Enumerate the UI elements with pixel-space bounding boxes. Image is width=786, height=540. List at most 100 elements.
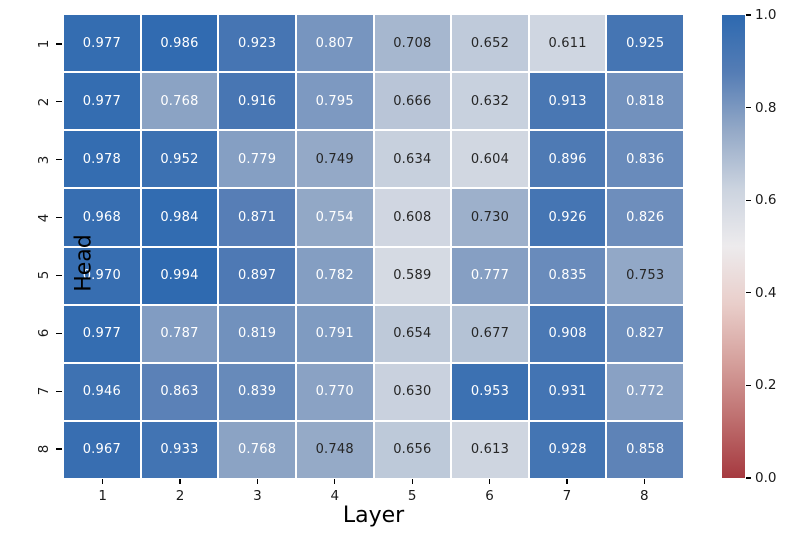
x-tick-mark bbox=[566, 479, 568, 484]
heatmap-cell-r2-c2: 0.768 bbox=[141, 73, 218, 130]
cell-value: 0.986 bbox=[160, 35, 199, 51]
cell-value: 0.897 bbox=[237, 268, 277, 284]
y-tick-mark bbox=[56, 448, 62, 450]
y-tick-label: 8 bbox=[36, 444, 52, 454]
cell-value: 0.749 bbox=[315, 151, 354, 167]
heatmap-cell-r1-c5: 0.708 bbox=[374, 15, 451, 72]
cell-value: 0.896 bbox=[548, 151, 587, 167]
heatmap-cell-r7-c2: 0.863 bbox=[141, 363, 218, 420]
heatmap-cell-r2-c5: 0.666 bbox=[374, 73, 451, 130]
x-tick-label: 1 bbox=[98, 488, 107, 504]
cell-value: 0.818 bbox=[626, 93, 665, 109]
cell-value: 0.754 bbox=[315, 209, 354, 225]
heatmap-cell-r5-c3: 0.897 bbox=[219, 247, 295, 304]
cell-value: 0.753 bbox=[626, 268, 665, 284]
heatmap-cell-r6-c1: 0.977 bbox=[64, 305, 140, 362]
heatmap-cell-r2-c7: 0.913 bbox=[529, 73, 606, 130]
x-tick-label: 6 bbox=[485, 488, 494, 504]
y-tick-mark bbox=[56, 159, 62, 161]
colorbar-tick-mark bbox=[746, 107, 751, 109]
y-tick-mark bbox=[56, 101, 62, 103]
cell-value: 0.654 bbox=[393, 326, 432, 342]
heatmap-cell-r8-c4: 0.748 bbox=[296, 421, 373, 478]
heatmap-cell-r4-c6: 0.730 bbox=[452, 189, 528, 246]
heatmap-cell-r6-c2: 0.787 bbox=[141, 305, 218, 362]
heatmap-cell-r5-c7: 0.835 bbox=[529, 247, 606, 304]
cell-value: 0.826 bbox=[626, 209, 665, 225]
colorbar-tick-mark bbox=[746, 292, 751, 294]
heatmap-cell-r2-c6: 0.632 bbox=[452, 73, 528, 130]
cell-value: 0.748 bbox=[315, 442, 354, 458]
cell-value: 0.782 bbox=[315, 268, 354, 284]
y-tick-label: 2 bbox=[36, 97, 52, 107]
cell-value: 0.953 bbox=[470, 384, 510, 400]
cell-value: 0.652 bbox=[470, 35, 510, 51]
heatmap-cell-r5-c1: 0.970 bbox=[64, 247, 140, 304]
x-tick-label: 2 bbox=[175, 488, 185, 504]
cell-value: 0.634 bbox=[393, 151, 432, 167]
cell-value: 0.777 bbox=[470, 268, 510, 284]
x-axis-label: Layer bbox=[342, 503, 405, 528]
heatmap-cell-r5-c8: 0.753 bbox=[607, 247, 683, 304]
heatmap-cell-r2-c3: 0.916 bbox=[219, 73, 295, 130]
cell-value: 0.772 bbox=[626, 384, 665, 400]
colorbar-tick-label: 1.0 bbox=[755, 7, 777, 23]
heatmap-cell-r1-c3: 0.923 bbox=[219, 15, 295, 72]
heatmap-cell-r3-c2: 0.952 bbox=[141, 131, 218, 188]
x-tick-mark bbox=[256, 479, 259, 484]
x-tick-mark bbox=[179, 479, 181, 484]
cell-value: 0.770 bbox=[315, 384, 354, 400]
heatmap-cell-r2-c1: 0.977 bbox=[64, 73, 140, 130]
heatmap-cell-r1-c4: 0.807 bbox=[296, 15, 373, 72]
cell-value: 0.632 bbox=[470, 93, 510, 109]
heatmap-cell-r8-c6: 0.613 bbox=[452, 421, 528, 478]
colorbar-gradient bbox=[722, 15, 745, 478]
heatmap-cell-r1-c2: 0.986 bbox=[141, 15, 218, 72]
colorbar-tick-mark bbox=[746, 477, 751, 479]
y-tick-mark bbox=[56, 332, 62, 334]
heatmap-cell-r6-c3: 0.819 bbox=[219, 305, 295, 362]
colorbar: 1.0 0.8 0.6 0.4 0.2 0.0 bbox=[722, 7, 776, 486]
heatmap-cell-r6-c5: 0.654 bbox=[374, 305, 451, 362]
heatmap-cell-r3-c8: 0.836 bbox=[607, 131, 683, 188]
heatmap-cell-r5-c5: 0.589 bbox=[374, 247, 451, 304]
heatmap-cell-r3-c7: 0.896 bbox=[529, 131, 606, 188]
colorbar-tick-label: 0.6 bbox=[755, 192, 777, 209]
cell-value: 0.807 bbox=[315, 35, 354, 51]
heatmap-cell-r4-c7: 0.926 bbox=[529, 189, 606, 246]
y-tick-mark bbox=[56, 390, 62, 392]
heatmap-grid: 0.977 0.986 0.923 0.807 0.708 0.652 0.611 0.925… bbox=[64, 15, 683, 478]
cell-value: 0.977 bbox=[82, 93, 121, 109]
heatmap-cell-r2-c4: 0.795 bbox=[296, 73, 373, 130]
cell-value: 0.925 bbox=[626, 35, 665, 51]
y-tick-label: 6 bbox=[36, 329, 52, 338]
heatmap-cell-r8-c5: 0.656 bbox=[374, 421, 451, 478]
y-tick-mark bbox=[56, 43, 62, 45]
colorbar-tick-mark bbox=[746, 14, 751, 16]
heatmap-cell-r5-c6: 0.777 bbox=[452, 247, 528, 304]
heatmap-cell-r7-c7: 0.931 bbox=[529, 363, 606, 420]
cell-value: 0.835 bbox=[548, 268, 587, 284]
heatmap-cell-r7-c5: 0.630 bbox=[374, 363, 451, 420]
heatmap-cell-r4-c3: 0.871 bbox=[219, 189, 295, 246]
heatmap-cell-r4-c1: 0.968 bbox=[64, 189, 140, 246]
cell-value: 0.926 bbox=[548, 209, 587, 225]
y-tick-label: 7 bbox=[36, 386, 52, 396]
colorbar-tick-mark bbox=[746, 384, 751, 386]
heatmap-cell-r2-c8: 0.818 bbox=[607, 73, 683, 130]
heatmap-cell-r8-c7: 0.928 bbox=[529, 421, 606, 478]
cell-value: 0.827 bbox=[626, 326, 665, 342]
y-tick-mark bbox=[56, 274, 62, 277]
heatmap-cell-r8-c1: 0.967 bbox=[64, 421, 140, 478]
cell-value: 0.994 bbox=[160, 268, 199, 284]
x-tick-label: 7 bbox=[562, 488, 572, 504]
heatmap-cell-r5-c4: 0.782 bbox=[296, 247, 373, 304]
heatmap-cell-r8-c8: 0.858 bbox=[607, 421, 683, 478]
y-axis-label: Head bbox=[71, 234, 97, 292]
colorbar-tick-label: 0.8 bbox=[755, 99, 777, 116]
x-tick-mark bbox=[411, 479, 413, 484]
cell-value: 0.708 bbox=[393, 35, 432, 51]
x-tick-mark bbox=[488, 479, 491, 484]
cell-value: 0.730 bbox=[470, 209, 510, 225]
y-tick-label: 4 bbox=[36, 213, 52, 222]
